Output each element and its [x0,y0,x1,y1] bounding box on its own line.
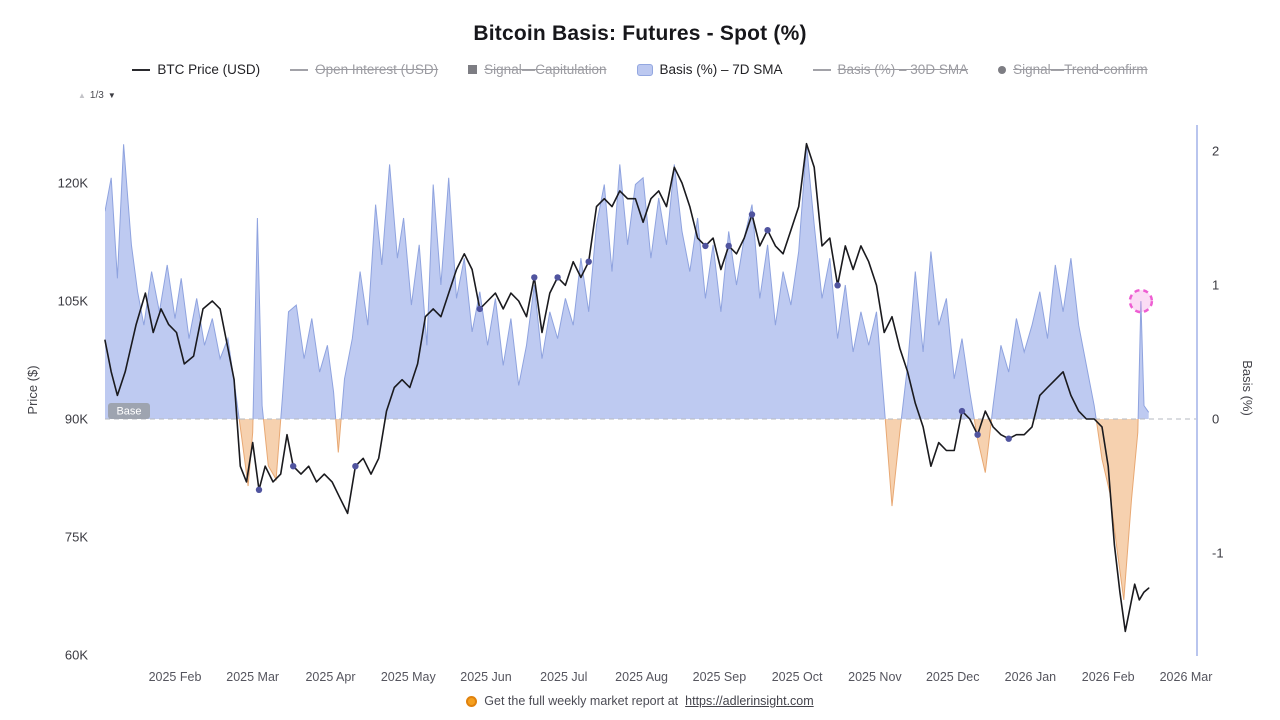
footer-text: Get the full weekly market report at [484,694,679,708]
legend-label: Signal—Capitulation [484,62,607,77]
svg-text:0: 0 [1212,412,1219,427]
square-marker-icon [468,65,478,74]
line-series-icon [812,68,831,71]
svg-text:2025 Nov: 2025 Nov [848,670,902,684]
legend-item-open-interest[interactable]: Open Interest (USD) [290,62,438,77]
footer: Get the full weekly market report at htt… [0,694,1280,708]
svg-text:-1: -1 [1212,546,1224,561]
svg-text:2025 Jul: 2025 Jul [540,670,587,684]
legend-pager: ▲ 1/3 ▼ [78,90,116,101]
svg-text:2026 Mar: 2026 Mar [1160,670,1213,684]
svg-text:2026 Feb: 2026 Feb [1082,670,1135,684]
legend-label: Signal—Trend-confirm [1013,62,1148,77]
svg-text:2025 Apr: 2025 Apr [305,670,355,684]
legend-item-basis-7d-sma[interactable]: Basis (%) – 7D SMA [636,62,783,77]
svg-text:2025 Oct: 2025 Oct [772,670,823,684]
svg-text:2025 May: 2025 May [381,670,437,684]
orange-dot-icon [466,695,478,707]
report-link[interactable]: https://adlerinsight.com [685,694,814,708]
dot-marker-icon [998,65,1007,74]
pager-up-icon[interactable]: ▲ [78,91,86,100]
svg-text:2025 Feb: 2025 Feb [149,670,202,684]
svg-text:2: 2 [1212,144,1219,159]
svg-text:105K: 105K [58,293,89,308]
legend-item-signal-capitulation[interactable]: Signal—Capitulation [468,62,607,77]
chart-title: Bitcoin Basis: Futures - Spot (%) [473,22,807,45]
legend-item-signal-trend-confirm[interactable]: Signal—Trend-confirm [998,62,1148,77]
pager-page-indicator: 1/3 [89,90,104,101]
svg-text:Basis (%): Basis (%) [1240,360,1255,416]
svg-text:75K: 75K [65,530,88,545]
line-series-icon [132,68,151,71]
legend-item-basis-30d-sma[interactable]: Basis (%) – 30D SMA [812,62,969,77]
svg-text:60K: 60K [65,648,88,663]
area-series-icon [636,63,653,76]
svg-text:2025 Sep: 2025 Sep [693,670,747,684]
svg-text:1: 1 [1212,278,1219,293]
svg-text:2025 Aug: 2025 Aug [615,670,668,684]
svg-text:2025 Dec: 2025 Dec [926,670,980,684]
pager-down-icon[interactable]: ▼ [107,91,116,100]
legend-label: Basis (%) – 30D SMA [837,62,969,77]
line-series-icon [290,68,309,71]
svg-text:2025 Jun: 2025 Jun [460,670,511,684]
svg-text:2025 Mar: 2025 Mar [226,670,279,684]
svg-text:90K: 90K [65,412,88,427]
legend: BTC Price (USD) Open Interest (USD) Sign… [0,62,1280,77]
legend-label: Open Interest (USD) [315,62,439,77]
legend-label: BTC Price (USD) [157,62,261,77]
svg-text:120K: 120K [58,175,89,190]
legend-label: Basis (%) – 7D SMA [659,62,783,77]
svg-text:2026 Jan: 2026 Jan [1005,670,1056,684]
svg-text:Price ($): Price ($) [25,365,40,414]
svg-text:Base: Base [116,406,141,418]
legend-item-btc-price[interactable]: BTC Price (USD) [132,62,260,77]
